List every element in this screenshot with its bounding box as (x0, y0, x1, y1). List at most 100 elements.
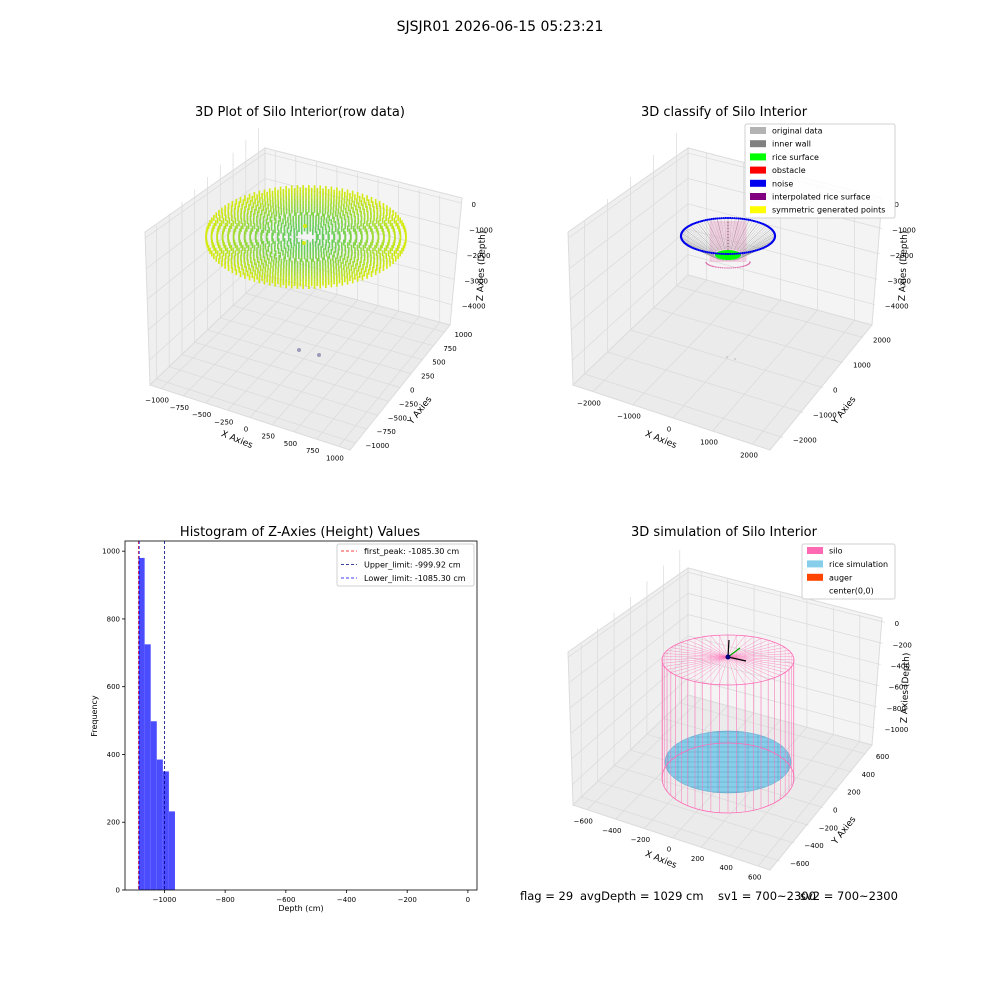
x-tick-label: −2000 (577, 400, 601, 408)
noise-point (712, 252, 715, 255)
classify-3d-plot: 3D classify of Silo Interior −2000 −1000 0… (567, 105, 916, 460)
noise-point (712, 217, 715, 220)
grid-line (597, 628, 795, 844)
noise-point (701, 219, 704, 223)
x-tick-label: −400 (602, 827, 621, 835)
z-tick-label: −1000 (892, 226, 916, 234)
noise-point (697, 220, 700, 224)
grid-line (569, 203, 880, 300)
noise-point (702, 250, 705, 253)
noise-point (741, 217, 744, 220)
raw-plot-title: 3D Plot of Silo Interior(row data) (195, 105, 405, 120)
y-tick-label: 1000 (454, 331, 472, 339)
classify-point-line (732, 218, 743, 250)
noise-point (718, 252, 721, 255)
y-tick-label: 600 (107, 683, 120, 691)
noise-point (754, 249, 757, 252)
noise-point (731, 252, 734, 256)
classify-point-line (684, 228, 716, 253)
classify-rim-point (727, 267, 729, 269)
classify-rim-point (736, 266, 738, 269)
y-tick-label: 1000 (853, 362, 871, 370)
legend-swatch (807, 547, 823, 554)
noise-point (729, 252, 732, 256)
x-tick-label: −750 (170, 404, 189, 412)
classify-plot-title: 3D classify of Silo Interior (641, 105, 808, 120)
noise-point (706, 218, 709, 221)
silo-roof-line (687, 640, 729, 658)
noise-point (741, 252, 744, 255)
raw-axis-ticks: −1000−750−500−25002505007501000−1000−750… (145, 201, 493, 462)
z-tick-label: −600 (889, 684, 908, 692)
classify-legend: original data inner wall rice surface obsta… (744, 123, 896, 219)
silo-roof-line (670, 647, 729, 658)
noise-point (704, 219, 707, 222)
classify-outlier-point (726, 356, 728, 358)
legend-swatch (807, 560, 823, 568)
silo-roof-line (666, 656, 729, 670)
simulation-legend: silo rice simulation auger center(0,0) (801, 543, 896, 600)
y-tick-label: −250 (399, 400, 418, 408)
y-tick-label: 400 (107, 751, 120, 759)
noise-point (708, 251, 711, 254)
silo-roof-line (710, 635, 729, 658)
grid-line (679, 549, 866, 755)
noise-point (733, 252, 736, 255)
histogram-bar (150, 721, 157, 890)
classify-rim-point (713, 265, 715, 268)
classify-points (679, 216, 777, 269)
noise-point (743, 218, 746, 221)
status-sv1: sv1 = 700~2300 (718, 889, 816, 903)
z-tick-label: 0 (472, 201, 476, 209)
grid-line (168, 213, 367, 430)
silo-roof-line (702, 636, 729, 658)
raw-x-axis-label: X Axies (219, 429, 254, 451)
histogram-x-axis-label: Depth (cm) (278, 904, 323, 913)
classify-point-line (683, 230, 715, 254)
classify-point-line (741, 231, 774, 254)
x-tick-label: 0 (667, 846, 671, 854)
silo-roof-line (675, 656, 729, 676)
classify-outlier-point (734, 358, 736, 360)
legend-entry: obstacle (772, 166, 806, 175)
y-tick-label: −750 (377, 428, 396, 436)
grid-line (183, 156, 297, 397)
classify-point-line (724, 218, 728, 250)
noise-point (747, 251, 750, 254)
y-tick-label: 800 (107, 615, 120, 623)
grid-line (580, 644, 781, 862)
silo-roof-line (727, 656, 775, 678)
noise-point (702, 219, 705, 222)
classify-point-line (738, 224, 764, 252)
x-tick-label: −500 (192, 411, 211, 419)
legend-entry: silo (829, 547, 843, 556)
grid-line (338, 195, 441, 447)
grid-line (316, 189, 420, 440)
silo-roof-line (719, 656, 729, 685)
legend-entry: original data (772, 127, 823, 136)
x-tick-label: 400 (719, 864, 732, 872)
y-tick-label: 600 (876, 753, 889, 761)
legend-entry: rice surface (772, 153, 819, 162)
grid-line (644, 585, 755, 829)
y-tick-label: −200 (819, 824, 838, 832)
z-tick-label: −200 (893, 641, 912, 649)
grid-line (712, 183, 818, 431)
noise-point (718, 217, 721, 220)
classify-point-line (739, 226, 769, 253)
y-tick-label: 2000 (873, 337, 891, 345)
classify-point-line (716, 218, 725, 250)
grid-line (758, 614, 861, 866)
noise-point (735, 217, 738, 220)
silo-roof-line (727, 656, 737, 685)
silo-wireframe (661, 634, 795, 814)
classify-point-line (692, 224, 718, 252)
status-sv2: sv2 = 700~2300 (800, 889, 898, 903)
noise-point (720, 252, 723, 255)
noise-point (751, 219, 754, 222)
noise-point (729, 216, 732, 220)
noise-point (701, 249, 704, 253)
noise-point (739, 252, 742, 255)
histogram-reference-lines (138, 541, 165, 890)
